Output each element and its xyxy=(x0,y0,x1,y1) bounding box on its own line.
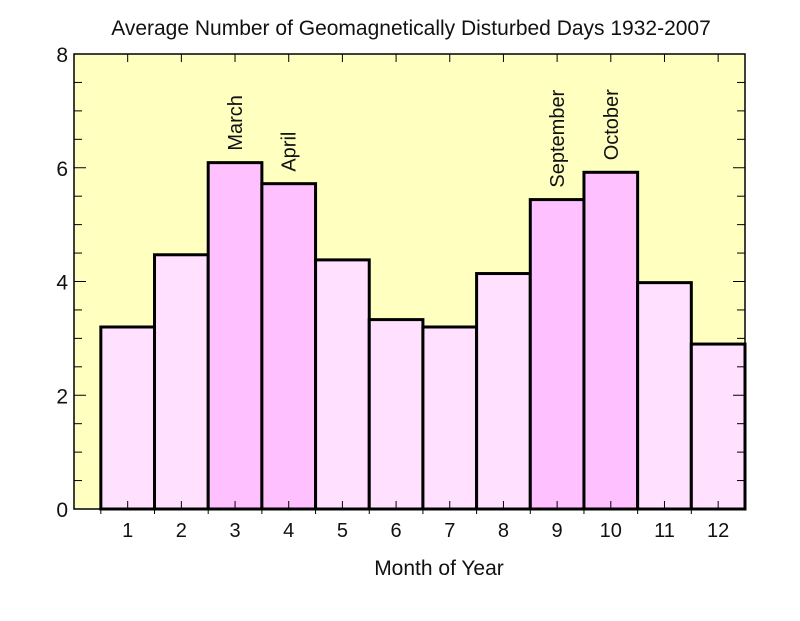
bar-month-3 xyxy=(206,161,264,511)
bar-month-12 xyxy=(689,342,747,511)
y-tick-label: 0 xyxy=(56,499,68,522)
x-tick-label: 10 xyxy=(600,520,622,542)
x-tick-label: 5 xyxy=(337,520,348,542)
bar-month-8 xyxy=(475,272,532,511)
chart-title: Average Number of Geomagnetically Distur… xyxy=(111,17,711,40)
y-tick-label: 8 xyxy=(56,44,68,67)
x-tick-label: 3 xyxy=(229,520,240,542)
x-tick-label: 2 xyxy=(176,520,187,542)
x-tick-label: 4 xyxy=(283,520,294,542)
bar-month-2 xyxy=(153,253,210,511)
bar-month-1 xyxy=(99,325,157,511)
bar-annotation-september: September xyxy=(547,89,569,187)
x-tick-label: 6 xyxy=(391,520,402,542)
bar-month-11 xyxy=(636,281,693,511)
x-tick-label: 11 xyxy=(654,520,675,542)
y-tick-label: 4 xyxy=(56,272,68,295)
bar-month-9 xyxy=(528,198,586,511)
x-tick-label: 1 xyxy=(122,520,133,542)
bar-annotation-october: October xyxy=(601,89,623,160)
y-tick-label: 6 xyxy=(56,158,68,181)
y-tick-label: 2 xyxy=(56,385,68,408)
bar-annotation-april: April xyxy=(279,132,301,172)
x-axis-label: Month of Year xyxy=(374,557,504,580)
bar-annotation-march: March xyxy=(225,95,247,151)
x-tick-label: 9 xyxy=(552,520,563,542)
bar-month-7 xyxy=(421,325,479,511)
bar-month-6 xyxy=(367,318,425,511)
bar-month-10 xyxy=(582,170,640,511)
x-tick-label: 8 xyxy=(498,520,509,542)
bar-month-5 xyxy=(314,258,371,511)
x-tick-label: 12 xyxy=(707,520,729,542)
x-tick-label: 7 xyxy=(444,520,455,542)
bar-month-4 xyxy=(260,182,318,511)
